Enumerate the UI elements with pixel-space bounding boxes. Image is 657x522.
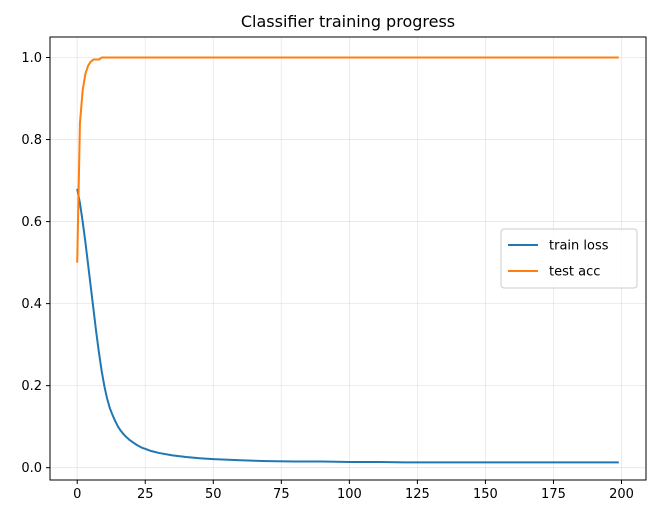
- x-tick-label: 125: [405, 487, 430, 502]
- x-tick-label: 175: [541, 487, 566, 502]
- y-tick-label: 1.0: [21, 51, 42, 66]
- x-tick-label: 100: [337, 487, 362, 502]
- plot-frame: [49, 36, 647, 481]
- series-line-train-loss: [76, 188, 619, 464]
- y-tick-label: 0.8: [21, 133, 42, 148]
- legend: train loss test acc: [500, 228, 638, 289]
- x-tick-label: 150: [473, 487, 498, 502]
- x-tick-label: 50: [205, 487, 222, 502]
- x-tick-label: 25: [137, 487, 154, 502]
- legend-label: train loss: [549, 239, 609, 254]
- y-tick-label: 0.6: [21, 215, 42, 230]
- y-tick-label: 0.4: [21, 297, 42, 312]
- legend-label: test acc: [549, 265, 600, 280]
- chart-title: Classifier training progress: [241, 12, 455, 31]
- y-axis: 0.0 0.2 0.4 0.6 0.8 1.0: [21, 51, 50, 476]
- series-layer: [76, 56, 619, 464]
- y-tick-label: 0.0: [21, 461, 42, 476]
- series-line-test-acc: [76, 56, 619, 263]
- legend-box: [500, 228, 638, 289]
- x-tick-label: 200: [609, 487, 634, 502]
- y-tick-label: 0.2: [21, 379, 42, 394]
- x-tick-label: 75: [273, 487, 290, 502]
- x-axis: 0 25 50 75 100 125 150 175 200: [73, 480, 634, 502]
- x-tick-label: 0: [73, 487, 81, 502]
